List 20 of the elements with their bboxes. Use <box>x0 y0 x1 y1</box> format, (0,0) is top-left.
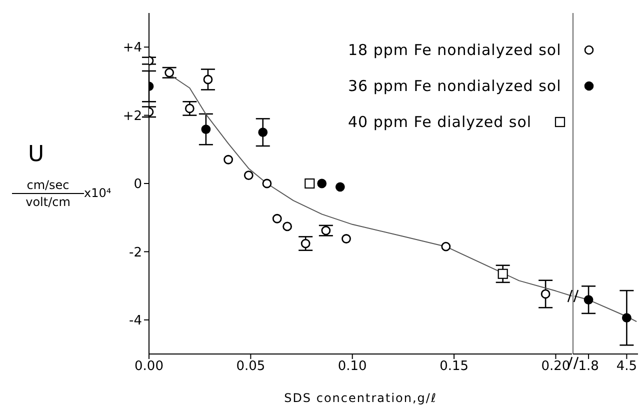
x-tick-label: 0.20 <box>541 359 570 374</box>
x-tick-label: 0.10 <box>338 359 367 374</box>
x-tick-label: 0.15 <box>440 359 469 374</box>
y-tick-label: +4 <box>122 40 142 56</box>
y-axis-title: U <box>28 142 44 167</box>
text: cm/sec <box>26 178 70 192</box>
text: volt/cm <box>24 195 72 209</box>
y-tick-label: +2 <box>122 108 142 124</box>
y-tick-label: -2 <box>129 245 142 260</box>
y-tick-label: -4 <box>129 314 142 329</box>
legend-label: 40 ppm Fe dialyzed sol <box>348 113 532 131</box>
x-tick-label: 4.5 <box>616 359 638 374</box>
x-axis-title: SDS concentration,g/ℓ <box>284 391 437 405</box>
y-tick-label: 0 <box>134 177 142 192</box>
x-tick-label: 0.05 <box>236 359 266 374</box>
text: x10⁴ <box>84 186 112 200</box>
legend-label: 18 ppm Fe nondialyzed sol <box>348 41 562 59</box>
x-tick-label: 0.00 <box>134 359 164 374</box>
x-tick-label: 1.8 <box>578 359 599 374</box>
legend-label: 36 ppm Fe nondialyzed sol <box>348 77 562 95</box>
